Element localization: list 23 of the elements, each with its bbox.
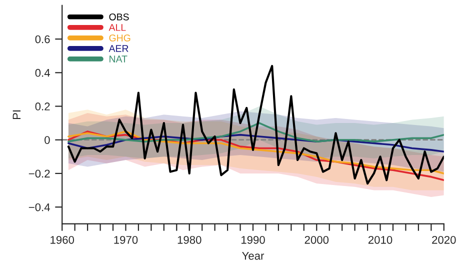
y-tick-label: 0.2 — [35, 102, 50, 110]
y-axis-title: PI — [12, 110, 20, 119]
line-series — [68, 134, 444, 153]
y-tick-label: 0.4 — [35, 68, 50, 77]
x-tick-label: 2020 — [432, 236, 456, 244]
x-axis-title: Year — [242, 252, 264, 260]
legend-label: GHG — [109, 34, 130, 42]
legend-label: OBS — [109, 13, 129, 20]
x-tick-label: 2000 — [304, 236, 329, 244]
x-tick-label: 1980 — [178, 236, 202, 244]
legend-label: AER — [108, 45, 128, 52]
x-tick-label: 1960 — [50, 236, 74, 244]
line-series — [67, 64, 444, 185]
y-tick-label: −0.4 — [28, 203, 50, 212]
y-tick-label: 0.6 — [35, 35, 50, 44]
legend-label: ALL — [108, 24, 126, 31]
y-tick-label: 0 — [44, 136, 50, 144]
y-tick-label: −0.2 — [28, 170, 50, 178]
legend-label: NAT — [110, 56, 128, 62]
x-tick-label: 2010 — [368, 236, 392, 244]
x-tick-label: 1990 — [241, 236, 265, 244]
line-series — [68, 122, 444, 142]
x-tick-label: 1970 — [114, 236, 138, 244]
